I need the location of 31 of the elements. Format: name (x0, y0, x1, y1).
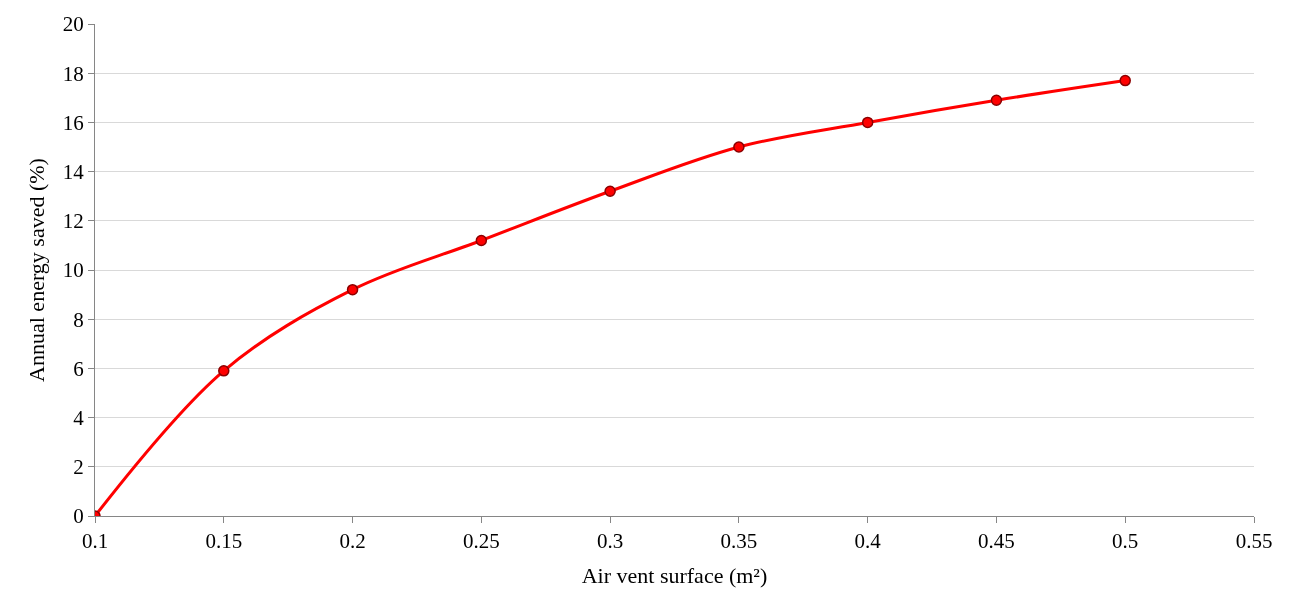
point (1119, 74, 1131, 87)
x-tick-label: 0.1 (81, 529, 109, 554)
x-tick-label: 0.55 (1235, 529, 1273, 554)
x-tick-label: 0.5 (1112, 529, 1139, 554)
y-tick-label: 8 (73, 307, 84, 332)
y-tick-label: 20 (62, 12, 84, 37)
x-tick-label: 0.3 (596, 529, 624, 554)
point (733, 141, 745, 153)
y-axis-title: Annual energy saved (%) (23, 158, 49, 382)
x-axis-title: Air vent surface (m²) (581, 563, 768, 589)
x-tick-label: 0.4 (854, 529, 882, 554)
point (604, 185, 616, 198)
x-tick-label: 0.2 (339, 529, 366, 554)
y-tick-label: 12 (62, 209, 84, 234)
y-tick-label: 18 (62, 61, 84, 86)
x-tick-label: 0.35 (720, 529, 758, 554)
point (475, 234, 488, 247)
y-tick-label: 16 (62, 110, 84, 135)
point (990, 94, 1003, 107)
y-tick-label: 6 (73, 356, 84, 381)
y-tick-label: 14 (62, 159, 85, 184)
x-tick-label: 0.15 (205, 529, 243, 554)
point (861, 116, 874, 129)
y-tick-label: 4 (73, 405, 85, 430)
x-tick-label: 0.45 (978, 529, 1015, 554)
x-tick-label: 0.25 (462, 529, 500, 554)
y-tick-label: 0 (73, 504, 84, 529)
y-tick-label: 10 (62, 258, 84, 283)
point (218, 365, 230, 377)
y-tick-label: 2 (73, 455, 84, 480)
point (346, 283, 359, 296)
